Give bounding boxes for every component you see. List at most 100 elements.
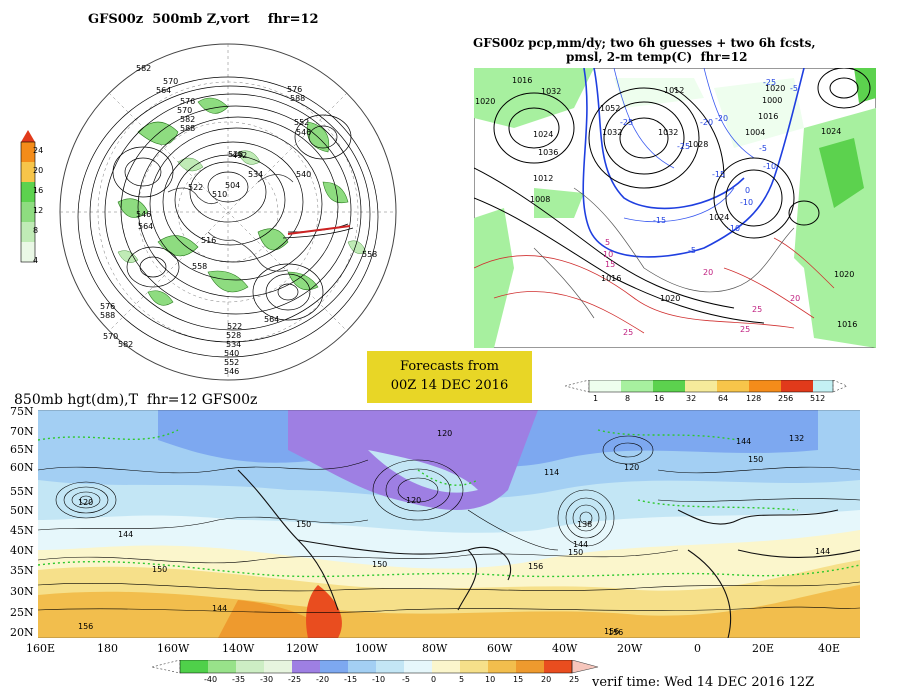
temp-label: -10 (727, 224, 741, 233)
temp-label: -25 (620, 118, 634, 127)
lat-label: 45N (10, 524, 34, 537)
temp-label: 25 (623, 328, 634, 337)
isobar-label: 1032 (541, 87, 562, 96)
lat-label: 75N (10, 405, 34, 418)
temp-tick: 15 (513, 675, 524, 684)
contour-label: 564 (156, 86, 172, 95)
height-label: 156 (608, 628, 624, 637)
height-label: 144 (736, 437, 752, 446)
isobar-label: 1020 (475, 97, 496, 106)
isobar-label: 1020 (834, 270, 855, 279)
contour-label: 570 (103, 332, 119, 341)
temp-label: 25 (740, 325, 751, 334)
contour-label: 522 (188, 183, 204, 192)
precip-colorbar (565, 380, 848, 393)
lat-label: 40N (10, 544, 34, 557)
contour-label: 558 (362, 250, 378, 259)
temp-tick: -20 (316, 675, 330, 684)
contour-label: 546 (224, 367, 240, 376)
isobar-label: 1016 (512, 76, 533, 85)
temp-label: -5 (759, 144, 767, 153)
lat-label: 60N (10, 461, 34, 474)
isobar-label: 1024 (821, 127, 842, 136)
contour-label: 588 (290, 94, 306, 103)
temp-tick: -40 (204, 675, 218, 684)
lat-label: 25N (10, 606, 34, 619)
isobar-label: 1020 (660, 294, 681, 303)
contour-label: 534 (248, 170, 264, 179)
temp-tick: -15 (344, 675, 358, 684)
precip-tick: 32 (686, 394, 697, 403)
temp-tick: -10 (372, 675, 386, 684)
temp-label: -15 (653, 216, 667, 225)
contour-label: 510 (212, 190, 228, 199)
temp-label: -25 (763, 78, 777, 87)
colorbar-tick-16: 16 (33, 186, 44, 195)
height-label: 150 (296, 520, 312, 529)
contour-label: 534 (226, 340, 242, 349)
contour-label: 558 (192, 262, 208, 271)
contour-label: 540 (224, 349, 240, 358)
isobar-label: 1008 (530, 195, 551, 204)
precip-tick: 16 (654, 394, 665, 403)
temp-colorbar (152, 660, 599, 674)
temp-label: 10 (603, 250, 614, 259)
temp-label: -20 (700, 118, 714, 127)
lon-label: 180 (97, 642, 118, 655)
lat-label: 50N (10, 504, 34, 517)
forecast-init-line1: Forecasts from (400, 359, 499, 374)
contour-label: 582 (136, 64, 152, 73)
height-label: 120 (406, 496, 422, 505)
height-label: 144 (573, 540, 589, 549)
precip-tick: 512 (810, 394, 826, 403)
contour-label: 564 (264, 315, 280, 324)
lon-label: 20E (752, 642, 775, 655)
precip-pmsl-map (474, 68, 876, 348)
temp-label: 0 (745, 186, 751, 195)
lon-label: 40E (818, 642, 841, 655)
contour-label: 564 (138, 222, 154, 231)
temp-label: 20 (790, 294, 801, 303)
polar-500mb-map (59, 43, 397, 381)
precip-tick: 1 (593, 394, 599, 403)
lon-label: 20W (617, 642, 643, 655)
temp-tick: -5 (402, 675, 410, 684)
temp-tick: 10 (485, 675, 496, 684)
height-label: 120 (78, 498, 94, 507)
temp-label: 20 (703, 268, 714, 277)
temp-label: 25 (752, 305, 763, 314)
lon-label: 100W (355, 642, 388, 655)
height-label: 156 (78, 622, 94, 631)
lat-label: 20N (10, 626, 34, 639)
isobar-label: 1000 (762, 96, 783, 105)
precip-tick: 128 (746, 394, 762, 403)
lon-label: 0 (694, 642, 701, 655)
isobar-label: 1032 (658, 128, 679, 137)
contour-label: 588 (180, 124, 196, 133)
panel-850mb-title: 850mb hgt(dm),T fhr=12 GFS00z (14, 392, 258, 408)
lat-label: 55N (10, 485, 34, 498)
temp-label: -5 (790, 84, 798, 93)
contour-label: 546 (296, 128, 312, 137)
contour-label: 552 (294, 118, 310, 127)
lat-label: 35N (10, 564, 34, 577)
lon-label: 80W (422, 642, 448, 655)
isobar-label: 1016 (758, 112, 779, 121)
isobar-label: 1036 (538, 148, 559, 157)
contour-label: 582 (118, 340, 134, 349)
temp-tick: 25 (569, 675, 580, 684)
temp-label: -10 (763, 162, 777, 171)
contour-label: 576 (180, 97, 196, 106)
contour-label: 570 (177, 106, 193, 115)
isobar-label: 1024 (709, 213, 730, 222)
lat-label: 65N (10, 443, 34, 456)
contour-label: 522 (227, 322, 243, 331)
verif-time: verif time: Wed 14 DEC 2016 12Z (592, 675, 815, 690)
contour-label: 540 (296, 170, 312, 179)
panel-precip-title-line2: pmsl, 2-m temp(C) fhr=12 (566, 50, 748, 64)
contour-label: 528 (228, 150, 244, 159)
precip-tick: 8 (625, 394, 631, 403)
temp-tick: 5 (459, 675, 465, 684)
contour-label: 582 (180, 115, 196, 124)
forecast-init-box: Forecasts from 00Z 14 DEC 2016 (367, 351, 532, 403)
